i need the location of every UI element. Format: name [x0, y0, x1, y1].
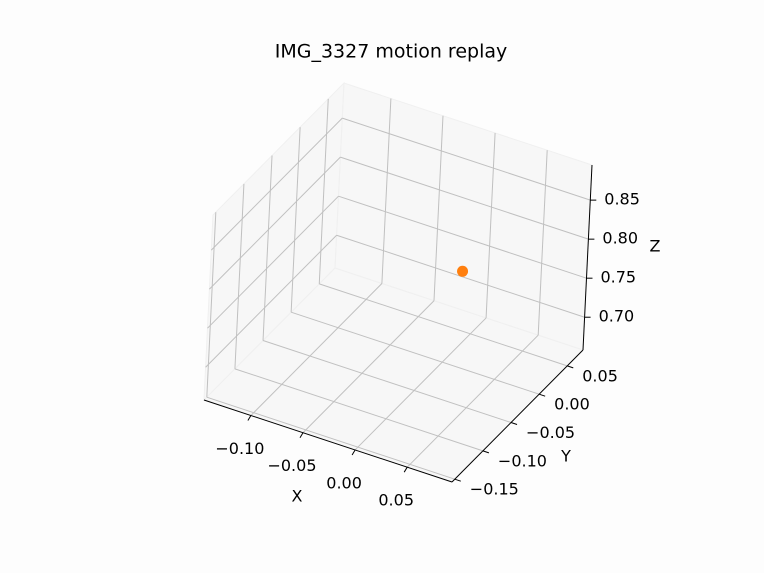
- grid-line: [319, 283, 568, 367]
- tick-mark: [538, 393, 546, 397]
- y-tick-label: 0.05: [582, 366, 618, 385]
- grid-line: [381, 98, 392, 284]
- tick-mark: [510, 422, 518, 425]
- x-tick-label: −0.05: [267, 456, 316, 475]
- y-axis: [451, 349, 584, 483]
- grid-line: [340, 156, 589, 240]
- x-tick-label: 0.00: [326, 473, 362, 492]
- grid-line: [262, 340, 512, 423]
- tick-mark: [247, 415, 252, 421]
- tick-mark: [299, 432, 304, 438]
- z-axis-label: Z: [650, 237, 661, 256]
- grid-line: [234, 183, 245, 369]
- grid-line: [318, 98, 329, 284]
- x-axis-label: X: [292, 487, 303, 506]
- grid-line: [205, 234, 337, 368]
- y-tick-label: −0.05: [526, 423, 575, 442]
- grid-line: [206, 396, 455, 480]
- grid-line: [206, 212, 217, 398]
- tick-mark: [403, 466, 408, 473]
- grid-line: [290, 311, 540, 395]
- grid-line: [485, 132, 496, 318]
- grid-line: [537, 150, 548, 336]
- y-axis-label: Y: [560, 447, 571, 466]
- grid-line: [342, 117, 591, 201]
- y-tick-label: 0.00: [554, 395, 590, 414]
- tick-mark: [567, 365, 574, 369]
- z-axis: [582, 164, 593, 351]
- grid-line: [250, 283, 383, 416]
- z-tick-label: 0.80: [602, 229, 638, 248]
- tick-mark: [482, 450, 490, 454]
- chart-title: IMG_3327 motion replay: [275, 41, 508, 63]
- grid-line: [262, 155, 273, 341]
- y-tick-label: −0.10: [498, 451, 547, 470]
- grid-line: [338, 195, 587, 279]
- z-tick-label: 0.85: [604, 190, 640, 209]
- x-tick-label: −0.10: [215, 439, 264, 458]
- grid-line: [290, 127, 301, 313]
- grid-line: [354, 317, 487, 451]
- z-tick-label: 0.75: [600, 268, 636, 287]
- z-tick-label: 0.70: [599, 307, 635, 326]
- x-axis: [203, 399, 453, 483]
- tick-mark: [351, 449, 356, 456]
- grid-line: [406, 334, 539, 468]
- grid-line: [207, 195, 339, 329]
- point: [457, 265, 469, 277]
- x-tick-label: 0.05: [378, 491, 414, 510]
- y-tick-label: −0.15: [470, 480, 519, 499]
- grid-line: [210, 117, 343, 251]
- grid-line: [433, 115, 444, 301]
- grid-line: [234, 368, 484, 452]
- grid-line: [209, 156, 341, 290]
- grid-line: [302, 300, 435, 434]
- tick-mark: [454, 478, 461, 482]
